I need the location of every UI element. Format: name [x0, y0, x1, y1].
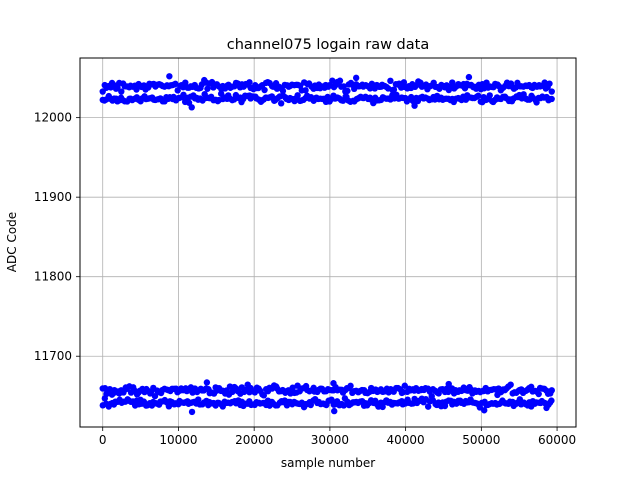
data-point [289, 384, 296, 391]
data-point [548, 95, 555, 103]
data-point [261, 86, 268, 94]
data-point [182, 79, 189, 86]
x-tick-label: 30000 [311, 433, 349, 447]
data-point [203, 379, 211, 386]
data-point [411, 102, 418, 109]
chart-title: channel075 logain raw data [227, 37, 429, 53]
data-point [101, 385, 109, 392]
x-tick-label: 60000 [538, 433, 576, 447]
data-point [475, 92, 482, 99]
data-points [99, 73, 555, 416]
data-point [217, 90, 225, 97]
data-point [331, 407, 338, 415]
x-axis-label: sample number [281, 456, 375, 470]
data-point [101, 395, 109, 402]
data-point [246, 79, 253, 86]
x-tick-label: 10000 [159, 433, 197, 447]
x-tick-label: 50000 [462, 433, 500, 447]
data-point [424, 403, 432, 410]
data-point [548, 397, 555, 404]
grid [80, 58, 576, 427]
data-point [486, 92, 493, 99]
data-point [387, 77, 394, 85]
data-point [445, 380, 452, 388]
data-point [328, 396, 335, 403]
x-tick-label: 40000 [387, 433, 425, 447]
data-point [546, 80, 553, 87]
data-point [279, 87, 287, 95]
y-tick-label: 11700 [34, 349, 72, 363]
data-point [340, 83, 347, 90]
y-tick-label: 12000 [34, 111, 72, 125]
plot-frame [79, 57, 577, 428]
data-point [449, 79, 456, 86]
y-tick-label: 11900 [34, 190, 72, 204]
data-point [548, 387, 555, 394]
data-point [260, 392, 268, 399]
data-point [151, 392, 159, 400]
data-point [352, 74, 360, 82]
x-axis: 0 10000 20000 30000 40000 50000 60000 [99, 427, 576, 447]
data-point [277, 100, 285, 107]
data-point [188, 408, 196, 416]
data-point [379, 403, 386, 411]
data-point [465, 73, 473, 81]
y-axis: 11700 11800 11900 12000 [34, 111, 80, 363]
data-point [390, 86, 398, 93]
data-point [195, 396, 202, 403]
data-point [329, 77, 336, 84]
data-point [118, 88, 125, 95]
data-point [294, 92, 301, 99]
data-point [344, 87, 351, 95]
data-point [336, 77, 344, 84]
data-point [507, 381, 514, 388]
y-axis-label: ADC Code [5, 212, 19, 272]
y-tick-label: 11800 [34, 270, 72, 284]
x-tick-label: 0 [99, 433, 107, 447]
data-point [172, 80, 179, 88]
data-point [302, 87, 309, 94]
data-point [204, 85, 211, 92]
data-point [330, 380, 337, 387]
data-point [541, 79, 548, 86]
data-point [166, 73, 173, 80]
data-point [347, 382, 354, 390]
data-point [548, 88, 555, 95]
data-point [535, 390, 542, 398]
data-point [188, 104, 195, 111]
x-tick-label: 20000 [235, 433, 273, 447]
data-point [481, 407, 488, 414]
